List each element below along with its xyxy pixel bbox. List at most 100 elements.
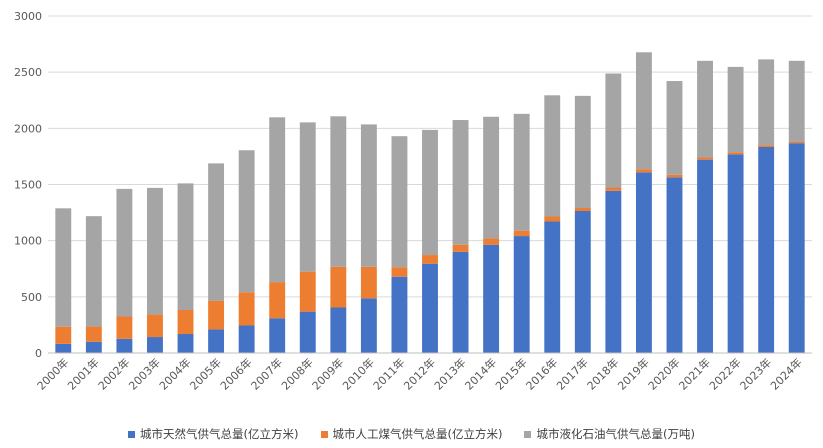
x-tick-label: 2009年	[309, 355, 346, 392]
bar-segment	[116, 338, 133, 353]
bar-segment	[177, 309, 194, 335]
y-tick-label: 500	[21, 291, 42, 304]
legend-item-coal-gas: 城市人工煤气供气总量(亿立方米)	[320, 426, 503, 442]
bar-segment	[697, 60, 713, 158]
bar-segment	[177, 183, 194, 310]
bar-segment	[330, 116, 347, 267]
bar-segment	[269, 318, 286, 353]
bar-segment	[605, 190, 622, 353]
y-tick-label: 0	[35, 347, 42, 360]
x-axis: 2000年2001年2002年2003年2004年2005年2006年2007年…	[34, 355, 805, 392]
legend: 城市天然气供气总量(亿立方米) 城市人工煤气供气总量(亿立方米) 城市液化石油气…	[0, 424, 823, 444]
x-tick-label: 2021年	[676, 355, 713, 392]
y-tick-label: 1000	[14, 235, 42, 248]
bar-segment	[299, 122, 316, 272]
y-tick-label: 2500	[14, 66, 42, 79]
legend-swatch	[320, 430, 328, 438]
bar-segment	[574, 211, 591, 353]
bar-segment	[116, 316, 133, 339]
y-axis: 0 500 1000 1500 2000 2500 3000	[14, 10, 42, 360]
x-tick-label: 2000年	[34, 355, 71, 392]
bar-segment	[360, 124, 377, 267]
bar-segment	[360, 266, 377, 299]
bar-segment	[697, 159, 713, 353]
legend-label: 城市液化石油气供气总量(万吨)	[536, 427, 695, 441]
bar-segment	[758, 146, 775, 353]
bar-segment	[85, 216, 102, 327]
stacked-bar-chart: 0 500 1000 1500 2000 2500 3000 2000年2001年2002年…	[14, 10, 812, 393]
bar-segment	[605, 187, 622, 191]
bar-segment	[513, 230, 530, 237]
bar-segment	[85, 341, 102, 353]
legend-label: 城市人工煤气供气总量(亿立方米)	[332, 427, 503, 441]
bar-segment	[788, 60, 805, 142]
y-tick-label: 1500	[14, 179, 42, 192]
bar-segment	[513, 236, 530, 353]
bar-segment	[483, 238, 500, 245]
bar-segment	[452, 244, 469, 252]
x-tick-label: 2002年	[95, 355, 132, 392]
x-tick-label: 2006年	[217, 355, 254, 392]
bar-segment	[391, 267, 408, 277]
legend-swatch	[524, 430, 532, 438]
bar-segment	[635, 169, 652, 173]
bar-segment	[666, 177, 683, 353]
bar-segment	[727, 66, 744, 153]
y-tick-label: 2000	[14, 122, 42, 135]
bar-segment	[697, 157, 713, 160]
y-tick-label: 3000	[14, 10, 42, 23]
bar-segment	[147, 337, 163, 353]
bar-segment	[422, 263, 438, 353]
bar-segment	[269, 282, 286, 319]
x-tick-label: 2013年	[431, 355, 468, 392]
bar-segment	[299, 311, 316, 353]
bar-segment	[299, 271, 316, 312]
bar-segment	[238, 292, 255, 326]
x-tick-label: 2016年	[523, 355, 560, 392]
bar-segment	[391, 276, 408, 353]
bar-segment	[330, 266, 347, 308]
bar-segment	[788, 141, 805, 144]
bar-segment	[758, 59, 775, 146]
x-tick-label: 2005年	[187, 355, 224, 392]
x-tick-label: 2017年	[553, 355, 590, 392]
legend-item-natural-gas: 城市天然气供气总量(亿立方米)	[128, 426, 299, 442]
bar-segment	[544, 221, 561, 353]
bar-segment	[147, 314, 163, 338]
bar-segment	[727, 154, 744, 353]
bar-segment	[635, 52, 652, 170]
x-tick-label: 2024年	[767, 355, 804, 392]
legend-item-lpg: 城市液化石油气供气总量(万吨)	[524, 426, 695, 442]
x-tick-label: 2022年	[706, 355, 743, 392]
bar-segment	[208, 329, 225, 353]
bar-segment	[238, 325, 255, 353]
x-tick-label: 2014年	[462, 355, 499, 392]
bar-segment	[147, 187, 163, 315]
bar-segment	[452, 120, 469, 245]
bar-segment	[208, 163, 225, 301]
bar-segment	[238, 150, 255, 293]
bar-segment	[483, 116, 500, 239]
bar-segment	[391, 136, 408, 268]
bar-segment	[116, 188, 133, 317]
bar-segment	[452, 251, 469, 353]
bar-segment	[758, 145, 775, 147]
x-tick-label: 2018年	[584, 355, 621, 392]
bar-segment	[55, 326, 72, 344]
x-tick-label: 2019年	[615, 355, 652, 392]
x-tick-label: 2003年	[126, 355, 163, 392]
bar-segment	[208, 300, 225, 330]
bar-segment	[269, 117, 286, 283]
bar-segment	[85, 326, 102, 342]
legend-label: 城市天然气供气总量(亿立方米)	[140, 427, 299, 441]
bar-segment	[666, 174, 683, 178]
x-tick-label: 2015年	[492, 355, 529, 392]
bar-segment	[55, 208, 72, 327]
bar-segment	[727, 152, 744, 155]
bar-segment	[788, 143, 805, 353]
bar-segment	[544, 95, 561, 217]
bar-segment	[483, 244, 500, 353]
bar-segment	[544, 216, 561, 222]
bars	[55, 52, 805, 353]
bar-segment	[666, 81, 683, 175]
